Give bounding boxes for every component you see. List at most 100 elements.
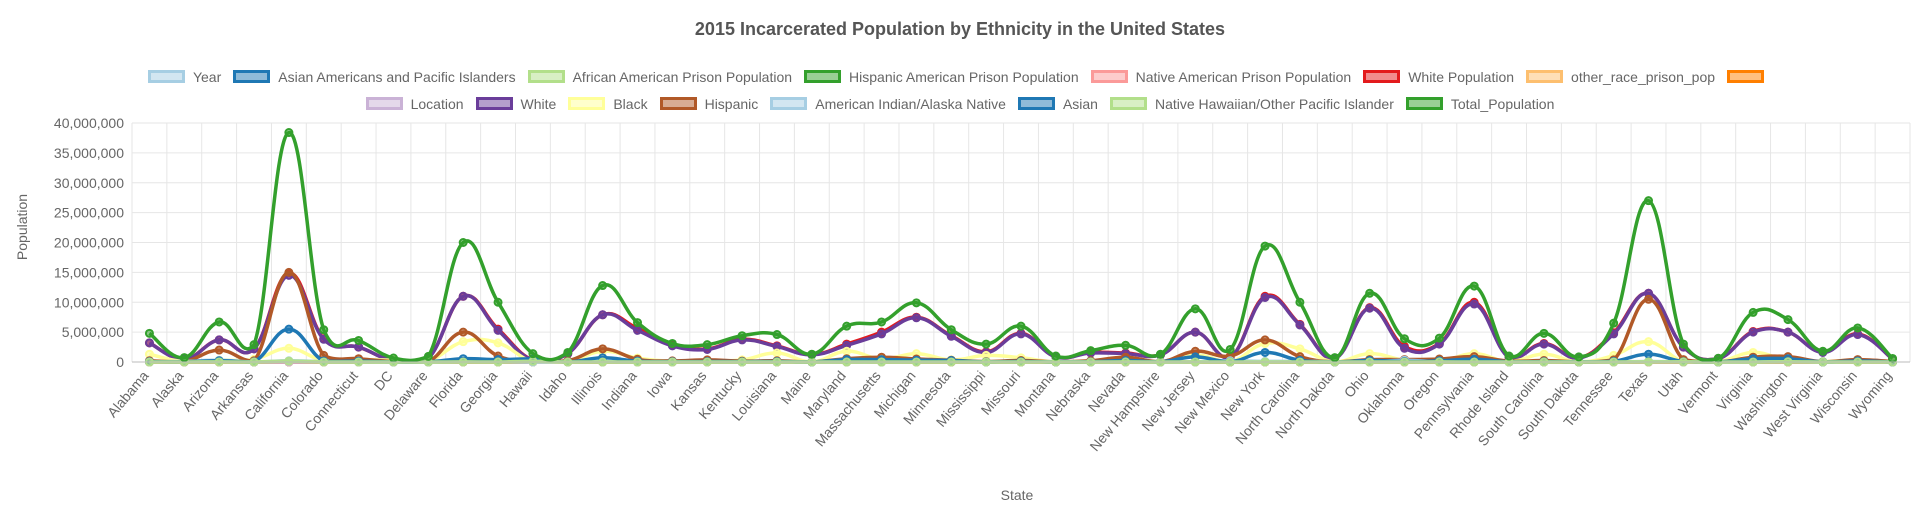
data-point[interactable] bbox=[144, 338, 154, 348]
data-point[interactable] bbox=[598, 310, 608, 320]
data-point[interactable] bbox=[1295, 297, 1305, 307]
data-point[interactable] bbox=[1260, 335, 1270, 345]
data-point[interactable] bbox=[1539, 339, 1549, 349]
data-point[interactable] bbox=[423, 351, 433, 361]
data-point[interactable] bbox=[1260, 347, 1270, 357]
data-point[interactable] bbox=[1713, 353, 1723, 363]
data-point[interactable] bbox=[493, 297, 503, 307]
data-point[interactable] bbox=[1399, 334, 1409, 344]
data-point[interactable] bbox=[1748, 307, 1758, 317]
data-point[interactable] bbox=[214, 317, 224, 327]
data-point[interactable] bbox=[528, 356, 538, 366]
data-point[interactable] bbox=[1644, 349, 1654, 359]
data-point[interactable] bbox=[911, 313, 921, 323]
data-point[interactable] bbox=[1853, 323, 1863, 333]
data-point[interactable] bbox=[249, 340, 259, 350]
data-point[interactable] bbox=[493, 338, 503, 348]
data-point[interactable] bbox=[1260, 241, 1270, 251]
legend-item[interactable]: White bbox=[475, 96, 556, 112]
legend-item[interactable]: African American Prison Population bbox=[527, 69, 792, 85]
data-point[interactable] bbox=[284, 356, 294, 366]
data-point[interactable] bbox=[633, 318, 643, 328]
data-point[interactable] bbox=[1434, 333, 1444, 343]
data-point[interactable] bbox=[1678, 339, 1688, 349]
data-point[interactable] bbox=[284, 324, 294, 334]
data-point[interactable] bbox=[633, 325, 643, 335]
data-point[interactable] bbox=[877, 317, 887, 327]
legend-item[interactable]: White Population bbox=[1363, 69, 1514, 85]
data-point[interactable] bbox=[1365, 303, 1375, 313]
legend-item[interactable]: Asian Americans and Pacific Islanders bbox=[233, 69, 516, 85]
data-point[interactable] bbox=[458, 238, 468, 247]
data-point[interactable] bbox=[528, 349, 538, 359]
data-point[interactable] bbox=[1295, 344, 1305, 354]
data-point[interactable] bbox=[1399, 343, 1409, 353]
data-point[interactable] bbox=[1783, 327, 1793, 337]
data-point[interactable] bbox=[1469, 299, 1479, 309]
data-point[interactable] bbox=[319, 325, 329, 335]
data-point[interactable] bbox=[214, 335, 224, 345]
legend-item[interactable]: Black bbox=[568, 96, 648, 112]
data-point[interactable] bbox=[737, 331, 747, 341]
data-point[interactable] bbox=[284, 128, 294, 138]
legend-item[interactable]: Total_Population bbox=[1405, 96, 1554, 112]
data-point[interactable] bbox=[493, 325, 503, 335]
data-point[interactable] bbox=[1888, 353, 1898, 363]
data-point[interactable] bbox=[1190, 327, 1200, 337]
data-point[interactable] bbox=[1016, 321, 1026, 331]
data-point[interactable] bbox=[1225, 344, 1235, 354]
data-point[interactable] bbox=[144, 328, 154, 338]
data-point[interactable] bbox=[214, 345, 224, 355]
legend-item[interactable]: Location bbox=[365, 96, 464, 112]
legend-item[interactable]: Native Hawaiian/Other Pacific Islander bbox=[1109, 96, 1394, 112]
data-point[interactable] bbox=[702, 340, 712, 350]
data-point[interactable] bbox=[1155, 349, 1165, 359]
data-point[interactable] bbox=[458, 337, 468, 347]
data-point[interactable] bbox=[842, 346, 852, 356]
data-point[interactable] bbox=[598, 344, 608, 354]
data-point[interactable] bbox=[1504, 351, 1514, 361]
data-point[interactable] bbox=[1295, 320, 1305, 330]
data-point[interactable] bbox=[667, 338, 677, 348]
data-point[interactable] bbox=[1121, 340, 1131, 350]
data-point[interactable] bbox=[1539, 328, 1549, 338]
data-point[interactable] bbox=[842, 321, 852, 331]
data-point[interactable] bbox=[1783, 315, 1793, 325]
data-point[interactable] bbox=[772, 330, 782, 340]
data-point[interactable] bbox=[1469, 281, 1479, 291]
data-point[interactable] bbox=[807, 349, 817, 359]
data-point[interactable] bbox=[1748, 327, 1758, 337]
data-point[interactable] bbox=[458, 327, 468, 337]
data-point[interactable] bbox=[1644, 196, 1654, 206]
data-point[interactable] bbox=[1260, 292, 1270, 302]
data-point[interactable] bbox=[1190, 304, 1200, 314]
data-point[interactable] bbox=[946, 325, 956, 335]
legend-item[interactable]: other_race_prison_pop bbox=[1526, 69, 1715, 85]
data-point[interactable] bbox=[1086, 346, 1096, 356]
data-point[interactable] bbox=[1644, 337, 1654, 347]
data-point[interactable] bbox=[772, 348, 782, 358]
data-point[interactable] bbox=[563, 347, 573, 357]
legend-item[interactable]: Asian bbox=[1017, 96, 1098, 112]
legend-item[interactable] bbox=[1727, 70, 1772, 83]
data-point[interactable] bbox=[598, 281, 608, 291]
data-point[interactable] bbox=[1574, 352, 1584, 362]
data-point[interactable] bbox=[911, 298, 921, 308]
data-point[interactable] bbox=[1609, 318, 1619, 328]
data-point[interactable] bbox=[1644, 294, 1654, 304]
data-point[interactable] bbox=[284, 267, 294, 277]
legend-item[interactable]: Native American Prison Population bbox=[1090, 69, 1351, 85]
data-point[interactable] bbox=[354, 335, 364, 345]
data-point[interactable] bbox=[877, 329, 887, 339]
data-point[interactable] bbox=[1016, 329, 1026, 339]
legend-item[interactable]: Hispanic bbox=[659, 96, 758, 112]
data-point[interactable] bbox=[1330, 353, 1340, 363]
data-point[interactable] bbox=[388, 353, 398, 363]
legend-item[interactable]: Hispanic American Prison Population bbox=[804, 69, 1079, 85]
data-point[interactable] bbox=[1365, 288, 1375, 298]
data-point[interactable] bbox=[981, 339, 991, 349]
data-point[interactable] bbox=[1818, 346, 1828, 356]
data-point[interactable] bbox=[179, 353, 189, 363]
data-point[interactable] bbox=[1051, 351, 1061, 361]
data-point[interactable] bbox=[458, 291, 468, 301]
